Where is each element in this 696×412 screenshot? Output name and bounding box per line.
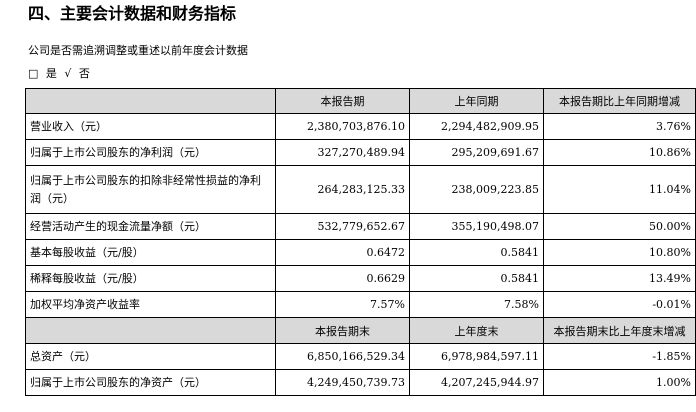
value-cell: 2,294,482,909.95	[409, 113, 544, 140]
value-cell: 355,190,498.07	[409, 213, 544, 240]
value-cell: 6,978,984,597.11	[409, 343, 544, 370]
table-row: 基本每股收益（元/股） 0.6472 0.5841 10.80%	[25, 239, 696, 266]
value-cell: 10.80%	[543, 239, 696, 266]
financial-indicators-table: 本报告期 上年同期 本报告期比上年同期增减 营业收入（元） 2,380,703,…	[25, 88, 696, 396]
value-cell: 295,209,691.67	[409, 139, 544, 166]
restatement-question: 公司是否需追溯调整或重述以前年度会计数据	[28, 44, 248, 57]
checkbox-empty-icon: □	[28, 67, 39, 80]
check-mark-icon: √	[64, 67, 72, 80]
row-label: 稀释每股收益（元/股）	[25, 265, 276, 292]
value-cell: 0.6472	[275, 239, 410, 266]
table-row: 经营活动产生的现金流量净额（元） 532,779,652.67 355,190,…	[25, 213, 696, 240]
table-row: 归属于上市公司股东的净利润（元） 327,270,489.94 295,209,…	[25, 139, 696, 166]
answer-no-label: 否	[78, 67, 90, 80]
value-cell: 7.58%	[409, 291, 544, 318]
value-cell: 0.6629	[275, 265, 410, 292]
value-cell: 2,380,703,876.10	[275, 113, 410, 140]
header-cell: 上年度末	[409, 317, 544, 344]
header-cell: 本报告期末	[275, 317, 410, 344]
value-cell: 4,249,450,739.73	[275, 369, 410, 396]
row-label: 营业收入（元）	[25, 113, 276, 140]
value-cell: 4,207,245,944.97	[409, 369, 544, 396]
value-cell: 13.49%	[543, 265, 696, 292]
value-cell: 0.5841	[409, 239, 544, 266]
value-cell: -1.85%	[543, 343, 696, 370]
value-cell: 7.57%	[275, 291, 410, 318]
restatement-answer: □ 是 √ 否	[28, 66, 94, 82]
row-label: 基本每股收益（元/股）	[25, 239, 276, 266]
value-cell: 1.00%	[543, 369, 696, 396]
value-cell: 238,009,223.85	[409, 165, 544, 214]
header-cell: 本报告期	[275, 88, 410, 114]
table-row: 归属于上市公司股东的扣除非经常性损益的净利润（元） 264,283,125.33…	[25, 165, 696, 214]
value-cell: 327,270,489.94	[275, 139, 410, 166]
row-label: 加权平均净资产收益率	[25, 291, 276, 318]
header-cell: 本报告期比上年同期增减	[543, 88, 696, 114]
table-row: 营业收入（元） 2,380,703,876.10 2,294,482,909.9…	[25, 113, 696, 140]
value-cell: 0.5841	[409, 265, 544, 292]
row-label: 总资产（元）	[25, 343, 276, 370]
value-cell: 3.76%	[543, 113, 696, 140]
table-header-row: 本报告期 上年同期 本报告期比上年同期增减	[25, 88, 696, 114]
table-header-row: 本报告期末 上年度末 本报告期末比上年度末增减	[25, 317, 696, 344]
answer-yes-label: 是	[45, 67, 57, 80]
table-row: 归属于上市公司股东的净资产（元） 4,249,450,739.73 4,207,…	[25, 369, 696, 396]
header-cell: 本报告期末比上年度末增减	[543, 317, 696, 344]
row-label: 归属于上市公司股东的净利润（元）	[25, 139, 276, 166]
table-row: 稀释每股收益（元/股） 0.6629 0.5841 13.49%	[25, 265, 696, 292]
row-label: 归属于上市公司股东的扣除非经常性损益的净利润（元）	[25, 165, 276, 214]
value-cell: 532,779,652.67	[275, 213, 410, 240]
row-label: 经营活动产生的现金流量净额（元）	[25, 213, 276, 240]
value-cell: 11.04%	[543, 165, 696, 214]
value-cell: 10.86%	[543, 139, 696, 166]
table-row: 总资产（元） 6,850,166,529.34 6,978,984,597.11…	[25, 343, 696, 370]
section-title: 四、主要会计数据和财务指标	[28, 4, 237, 23]
header-cell	[25, 317, 276, 344]
table-row: 加权平均净资产收益率 7.57% 7.58% -0.01%	[25, 291, 696, 318]
value-cell: 50.00%	[543, 213, 696, 240]
header-cell: 上年同期	[409, 88, 544, 114]
header-cell	[25, 88, 276, 114]
row-label: 归属于上市公司股东的净资产（元）	[25, 369, 276, 396]
value-cell: -0.01%	[543, 291, 696, 318]
value-cell: 264,283,125.33	[275, 165, 410, 214]
value-cell: 6,850,166,529.34	[275, 343, 410, 370]
